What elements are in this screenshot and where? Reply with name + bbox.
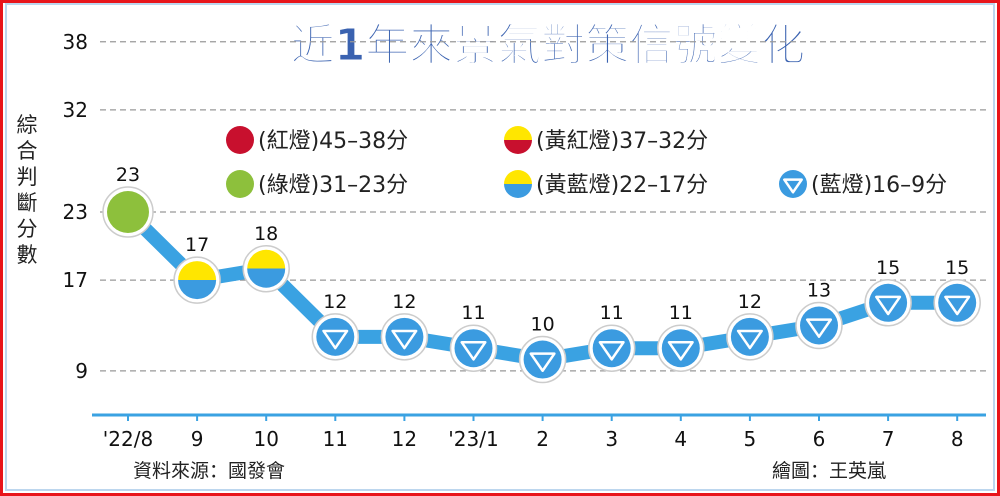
y-tick-label: 9: [75, 359, 88, 383]
marker-fill: [779, 170, 807, 198]
data-point: [449, 324, 498, 372]
data-point: [173, 256, 221, 304]
inner-frame: [5, 3, 995, 491]
data-label: 12: [323, 291, 347, 313]
data-label: 23: [116, 164, 140, 186]
data-point: [864, 279, 912, 327]
data-label: 15: [945, 257, 969, 279]
data-point: [933, 279, 981, 327]
data-point: [726, 313, 774, 361]
triangle-icon: [783, 178, 803, 194]
x-tick-label: 10: [253, 427, 278, 451]
data-label: 13: [807, 280, 831, 302]
data-label: 12: [738, 291, 762, 313]
data-point: [102, 186, 154, 238]
legend-marker-blue: [779, 170, 807, 198]
credit-note: 繪圖：王英嵐: [772, 460, 887, 482]
marker-fill: [316, 317, 355, 356]
data-point: [242, 245, 290, 293]
data-point: [380, 313, 429, 361]
marker-fill: [226, 126, 254, 154]
triangle-icon: [529, 352, 556, 372]
marker-fill: [938, 283, 977, 322]
x-tick-label: 3: [605, 427, 618, 451]
marker-fill: [730, 317, 769, 356]
marker-fill: [869, 283, 908, 322]
marker-fill: [226, 170, 254, 198]
legend-label: (黃藍燈)22–17分: [536, 173, 708, 198]
marker-fill: [178, 261, 217, 300]
data-label: 11: [600, 302, 624, 324]
legend-marker-red: [226, 126, 254, 154]
marker-fill: [385, 317, 424, 356]
legend-label: (藍燈)16–9分: [811, 173, 947, 198]
data-label: 12: [392, 291, 416, 313]
data-label: 17: [185, 234, 209, 256]
triangle-icon: [322, 329, 349, 350]
marker-fill: [661, 329, 700, 368]
marker-fill: [592, 329, 631, 368]
legend-label: (綠燈)31–23分: [258, 173, 408, 198]
triangle-icon: [460, 341, 487, 361]
data-point: [311, 313, 360, 361]
x-tick-label: 9: [191, 427, 204, 451]
y-tick-label: 23: [63, 200, 88, 224]
x-tick-label: 4: [674, 427, 687, 451]
y-tick-label: 32: [63, 98, 88, 122]
data-label: 18: [254, 223, 278, 245]
y-tick-label: 38: [63, 30, 88, 54]
legend-marker-yellow-red: [504, 126, 532, 154]
y-tick-label: 17: [63, 268, 88, 292]
data-point: [657, 324, 705, 372]
triangle-icon: [391, 329, 418, 350]
x-tick-label: '22/8: [103, 427, 153, 451]
marker-fill: [523, 340, 562, 379]
chart-title: 近1年來景氣對策信號變化: [291, 20, 806, 71]
marker-fill: [247, 249, 286, 288]
triangle-icon: [875, 295, 902, 316]
data-point: [795, 301, 843, 350]
data-point: [518, 335, 567, 384]
data-label: 11: [461, 302, 485, 324]
marker-fill: [107, 191, 149, 233]
triangle-icon: [805, 318, 833, 338]
x-tick-label: 6: [813, 427, 826, 451]
x-tick-label: 2: [536, 427, 549, 451]
marker-fill: [454, 329, 493, 368]
data-label: 11: [669, 302, 693, 324]
legend-marker-yellow-blue: [504, 170, 532, 198]
data-point: [587, 324, 636, 372]
x-tick-label: 5: [744, 427, 757, 451]
marker-fill: [504, 170, 532, 198]
legend-label: (紅燈)45–38分: [258, 129, 408, 154]
x-tick-label: 7: [882, 427, 895, 451]
triangle-icon: [598, 341, 625, 361]
data-label: 15: [876, 257, 900, 279]
marker-fill: [504, 126, 532, 154]
triangle-icon: [736, 329, 763, 350]
x-tick-label: 12: [392, 427, 417, 451]
y-axis-label: 綜合判斷分數: [16, 113, 38, 267]
legend-marker-green: [226, 170, 254, 198]
x-tick-label: 8: [951, 427, 964, 451]
data-label: 10: [531, 314, 555, 336]
triangle-icon: [944, 295, 971, 316]
marker-fill: [800, 306, 838, 345]
legend-label: (黃紅燈)37–32分: [536, 129, 708, 154]
source-note: 資料來源：國發會: [133, 460, 286, 482]
x-tick-label: 11: [323, 427, 348, 451]
x-tick-label: '23/1: [448, 427, 498, 451]
triangle-icon: [667, 341, 694, 361]
